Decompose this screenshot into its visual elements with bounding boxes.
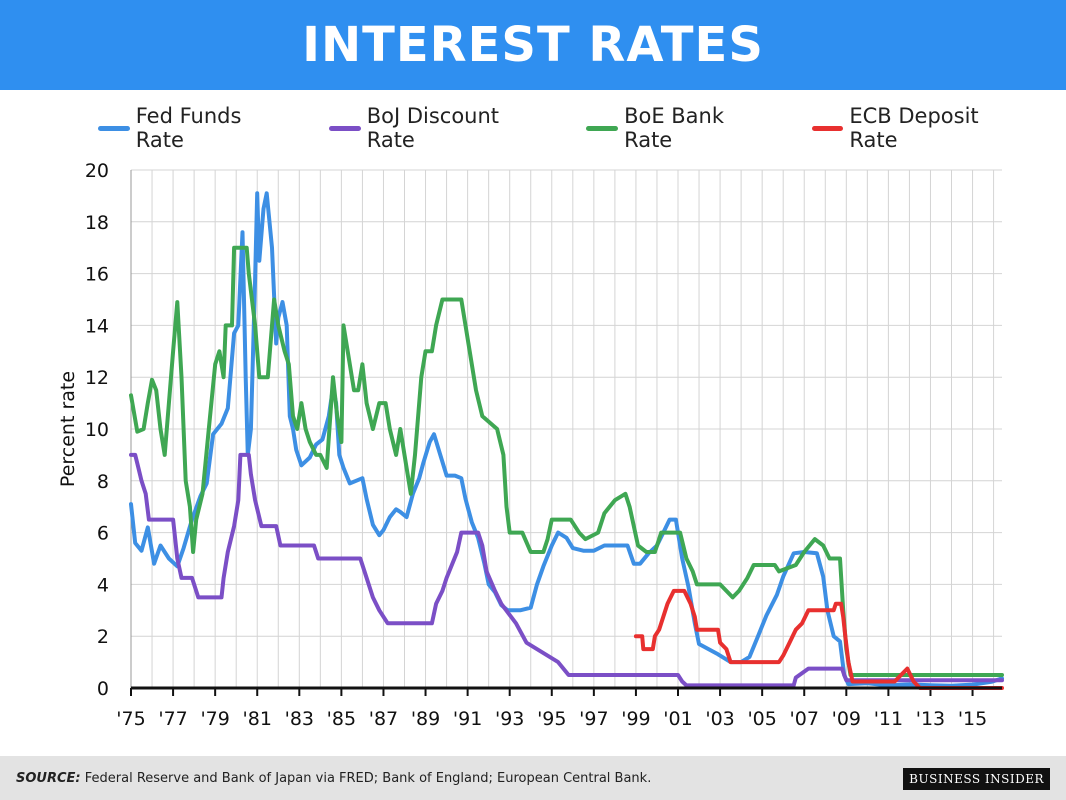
legend-item: BoJ Discount Rate <box>328 104 552 152</box>
x-tick-label: '95 <box>537 708 566 730</box>
x-tick-label: '91 <box>453 708 482 730</box>
legend-label: Fed Funds Rate <box>135 104 242 152</box>
line-chart: 0 2 4 6 8 10 12 14 16 18 20 Percent rate '75 '77 '79 '8… <box>57 160 1004 730</box>
x-tick-label: '75 <box>116 708 145 730</box>
x-tick-label: '05 <box>747 708 776 730</box>
legend-label: ECB Deposit Rate <box>849 104 979 152</box>
y-tick-label: 18 <box>85 212 109 234</box>
legend-swatch <box>328 125 361 131</box>
y-tick-label: 12 <box>85 367 109 389</box>
brand-logo: BUSINESS INSIDER <box>903 768 1050 790</box>
x-tick-label: '15 <box>958 708 987 730</box>
legend-swatch <box>811 125 844 131</box>
x-tick-label: '77 <box>158 708 187 730</box>
legend-swatch <box>98 125 130 131</box>
x-tick-label: '13 <box>916 708 945 730</box>
chart-title: INTEREST RATES <box>302 17 764 73</box>
y-tick-label: 8 <box>97 471 109 493</box>
x-tick-label: '79 <box>200 708 229 730</box>
series-line-boj-discount-rate <box>129 452 1004 688</box>
legend: Fed Funds Rate BoJ Discount Rate BoE Bank … <box>98 104 1066 152</box>
x-tick-label: '83 <box>285 708 314 730</box>
y-tick-label: 16 <box>85 264 109 286</box>
series-line-ecb-deposit-rate <box>633 588 1004 690</box>
y-tick-label: 10 <box>85 419 109 441</box>
legend-item: ECB Deposit Rate <box>811 104 1032 152</box>
y-tick-label: 4 <box>97 574 109 596</box>
x-tick-label: '01 <box>663 708 692 730</box>
y-tick-label: 6 <box>97 523 109 545</box>
source-label: SOURCE: <box>16 770 81 786</box>
x-tick-label: '87 <box>369 708 398 730</box>
legend-label: BoE Bank Rate <box>624 104 725 152</box>
x-tick-label: '89 <box>411 708 440 730</box>
legend-label: BoJ Discount Rate <box>366 104 500 152</box>
legend-item: Fed Funds Rate <box>98 104 295 152</box>
x-tick-label: '11 <box>874 708 903 730</box>
title-banner: INTEREST RATES <box>0 0 1066 90</box>
x-tick-label: '03 <box>705 708 734 730</box>
y-tick-label: 20 <box>85 160 109 182</box>
y-tick-label: 2 <box>97 626 109 648</box>
y-tick-label: 0 <box>97 678 109 700</box>
x-tick-label: '09 <box>832 708 861 730</box>
source-text: Federal Reserve and Bank of Japan via FR… <box>84 770 652 786</box>
x-tick-label: '07 <box>790 708 819 730</box>
y-axis-title: Percent rate <box>57 371 79 487</box>
x-tick-label: '93 <box>495 708 524 730</box>
source-note: SOURCE: Federal Reserve and Bank of Japa… <box>16 771 651 786</box>
legend-item: BoE Bank Rate <box>586 104 777 152</box>
x-tick-label: '81 <box>243 708 272 730</box>
x-tick-label: '99 <box>621 708 650 730</box>
x-tick-label: '97 <box>579 708 608 730</box>
legend-swatch <box>586 125 619 131</box>
series-line-boe-bank-rate <box>129 245 1004 677</box>
x-tick-label: '85 <box>327 708 356 730</box>
y-tick-label: 14 <box>85 315 109 337</box>
footer: SOURCE: Federal Reserve and Bank of Japa… <box>0 756 1066 800</box>
series-line-fed-funds-rate <box>129 191 1004 688</box>
